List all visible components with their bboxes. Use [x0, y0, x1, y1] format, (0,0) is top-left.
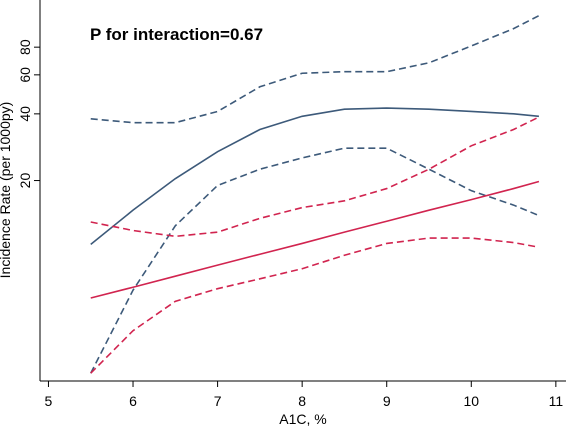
x-tick-label: 11	[549, 393, 564, 409]
x-tick-label: 8	[298, 393, 306, 409]
x-tick-label: 7	[214, 393, 222, 409]
annotation: P for interaction=0.67	[90, 25, 263, 44]
x-tick-label: 6	[129, 393, 137, 409]
y-tick-label: 60	[17, 67, 33, 83]
x-tick-label: 5	[45, 393, 53, 409]
x-tick-label: 9	[383, 393, 391, 409]
y-axis-label: Incidence Rate (per 1000py)	[0, 102, 13, 279]
y-tick-label: 40	[17, 106, 33, 122]
series-line	[90, 237, 540, 374]
series-line	[90, 147, 540, 374]
x-tick-label: 10	[463, 393, 479, 409]
series-line	[90, 180, 540, 299]
series-line	[90, 14, 540, 124]
series-line	[90, 107, 540, 246]
x-axis-label: A1C, %	[279, 411, 326, 427]
y-tick-label: 80	[17, 39, 33, 55]
series-line	[90, 116, 540, 238]
y-tick-label: 20	[17, 173, 33, 189]
